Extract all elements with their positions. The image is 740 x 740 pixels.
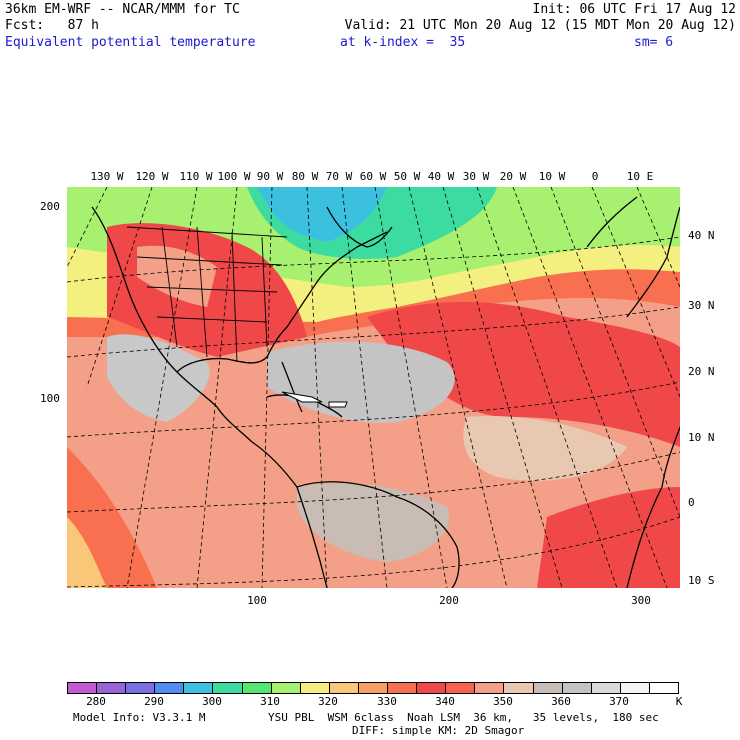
grid-y-label: 100	[40, 392, 60, 405]
colorbar-label: 320	[318, 695, 338, 708]
colorbar-swatch	[417, 683, 447, 693]
colorbar-swatch	[591, 683, 621, 693]
colorbar-label: 340	[435, 695, 455, 708]
lon-label: 20 W	[499, 170, 527, 183]
init-time: Init: 06 UTC Fri 17 Aug 12	[532, 2, 737, 17]
colorbar-swatch	[242, 683, 272, 693]
colorbar-swatch	[213, 683, 243, 693]
map-svg	[67, 187, 680, 588]
lat-label: 10 S	[688, 574, 715, 587]
lon-label: 50 W	[393, 170, 421, 183]
field-south-atlantic	[537, 487, 680, 588]
colorbar-swatch	[155, 683, 185, 693]
colorbar-label: 300	[202, 695, 222, 708]
lon-label: 100 W	[217, 170, 251, 183]
colorbar-swatch	[358, 683, 389, 693]
colorbar-swatch	[126, 683, 156, 693]
graticule	[67, 187, 680, 588]
state-borders	[126, 226, 288, 363]
field-atlantic-warm	[367, 302, 680, 447]
lon-label: 30 W	[462, 170, 490, 183]
lon-label: 90 W	[256, 170, 284, 183]
field-gulf-grey	[107, 334, 210, 422]
lon-label: 10 W	[538, 170, 566, 183]
colorbar-swatch	[533, 683, 563, 693]
lon-label: 110 W	[179, 170, 213, 183]
field-itcz-tan	[463, 416, 627, 481]
lon-label: 60 W	[359, 170, 387, 183]
colorbar-swatch	[446, 683, 476, 693]
colorbar-label: 370	[609, 695, 629, 708]
colorbar-swatch	[388, 683, 418, 693]
colorbar-swatch	[329, 683, 359, 693]
colorbar-swatch	[504, 683, 534, 693]
colorbar-label: 330	[377, 695, 397, 708]
colorbar-swatch	[271, 683, 301, 693]
colorbar-swatch	[184, 683, 214, 693]
valid-time: Valid: 21 UTC Mon 20 Aug 12 (15 MDT Mon …	[344, 18, 736, 33]
grid-x-label: 100	[247, 594, 267, 607]
diffusion-info: DIFF: simple KM: 2D Smagor	[352, 724, 525, 737]
model-info: Model Info: V3.3.1 M	[73, 711, 206, 724]
colorbar-swatch	[97, 683, 127, 693]
physics-info: YSU PBL WSM 6class Noah LSM 36 km, 35 le…	[268, 711, 659, 724]
field-name: Equivalent potential temperature	[5, 35, 256, 50]
lat-label: 30 N	[688, 299, 715, 312]
k-index-label: at k-index = 35	[340, 35, 466, 50]
colorbar-unit: K	[675, 695, 683, 708]
colorbar-swatch	[300, 683, 330, 693]
field-caribbean-grey	[267, 341, 455, 423]
lon-label: 120 W	[135, 170, 169, 183]
lon-label: 70 W	[325, 170, 353, 183]
colorbar	[67, 682, 679, 694]
colorbar-swatch	[475, 683, 505, 693]
lat-label: 20 N	[688, 365, 715, 378]
grid-x-label: 300	[631, 594, 651, 607]
colorbar-swatch	[68, 683, 98, 693]
colorbar-swatch	[620, 683, 650, 693]
lon-label: 40 W	[427, 170, 455, 183]
lat-label: 10 N	[688, 431, 715, 444]
grid-y-label: 200	[40, 200, 60, 213]
colorbar-swatch	[649, 683, 678, 693]
coastlines	[91, 196, 680, 588]
colorbar-label: 350	[493, 695, 513, 708]
colorbar-label: 280	[86, 695, 106, 708]
lon-label: 0	[591, 170, 599, 183]
field-us-patch	[137, 245, 217, 307]
model-title: 36km EM-WRF -- NCAR/MMM for TC	[5, 2, 240, 17]
colorbar-label: 290	[144, 695, 164, 708]
colorbar-label: 310	[260, 695, 280, 708]
forecast-hour: Fcst: 87 h	[5, 18, 99, 33]
lat-label: 0	[688, 496, 695, 509]
colorbar-swatch	[562, 683, 592, 693]
lon-label: 130 W	[90, 170, 124, 183]
lon-label: 10 E	[626, 170, 654, 183]
field-pacific-yellow	[67, 517, 107, 588]
colorbar-label: 360	[551, 695, 571, 708]
field-band-290	[257, 187, 387, 242]
lon-label: 80 W	[291, 170, 319, 183]
theta-e-map	[67, 187, 680, 588]
grid-x-label: 200	[439, 594, 459, 607]
lat-label: 40 N	[688, 229, 715, 242]
caribbean-islands	[281, 391, 348, 408]
smoothing-label: sm= 6	[634, 35, 674, 50]
